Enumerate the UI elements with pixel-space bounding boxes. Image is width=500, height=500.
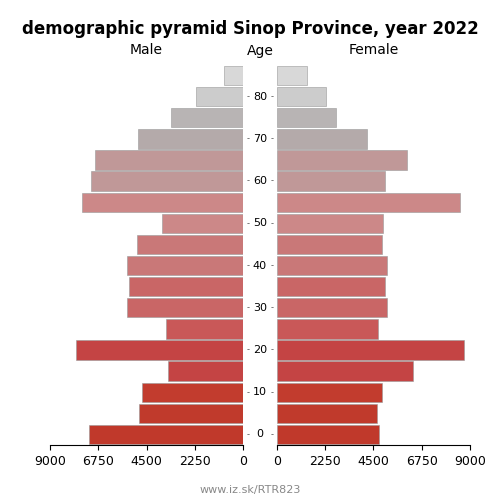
Bar (277, 382, 382, 402)
Text: 40: 40 (253, 260, 267, 270)
Bar (277, 192, 460, 212)
Bar (162, 214, 243, 233)
Bar (138, 129, 243, 148)
Bar (95, 150, 243, 170)
Text: -: - (270, 261, 274, 270)
Bar (142, 382, 243, 402)
Bar (128, 256, 243, 276)
Text: -: - (270, 304, 274, 312)
Bar (277, 277, 385, 296)
Text: 30: 30 (253, 303, 267, 313)
Bar (277, 172, 385, 191)
Text: 80: 80 (253, 92, 267, 102)
Text: 0: 0 (256, 430, 264, 440)
Text: -: - (246, 134, 250, 143)
Bar (172, 108, 243, 128)
Bar (137, 234, 243, 254)
Text: -: - (246, 261, 250, 270)
Text: -: - (270, 176, 274, 186)
Bar (277, 319, 378, 338)
Text: 70: 70 (253, 134, 267, 144)
Text: -: - (270, 430, 274, 439)
Text: www.iz.sk/RTR823: www.iz.sk/RTR823 (200, 485, 300, 495)
Bar (166, 319, 243, 338)
Bar (139, 404, 243, 423)
Bar (88, 424, 243, 444)
Bar (277, 87, 326, 106)
Text: -: - (270, 388, 274, 396)
Text: 50: 50 (253, 218, 267, 228)
Bar (224, 66, 243, 86)
Text: Male: Male (130, 44, 163, 58)
Bar (130, 277, 243, 296)
Text: Age: Age (246, 44, 274, 58)
Text: Female: Female (348, 44, 399, 58)
Bar (277, 214, 383, 233)
Text: -: - (246, 92, 250, 101)
Text: -: - (246, 176, 250, 186)
Text: 20: 20 (253, 345, 267, 355)
Text: -: - (246, 430, 250, 439)
Text: -: - (270, 134, 274, 143)
Text: -: - (246, 346, 250, 354)
Text: -: - (270, 92, 274, 101)
Bar (277, 404, 376, 423)
Bar (277, 340, 464, 359)
Text: -: - (270, 219, 274, 228)
Text: -: - (270, 346, 274, 354)
Bar (277, 424, 379, 444)
Bar (277, 234, 382, 254)
Bar (277, 362, 413, 381)
Bar (76, 340, 243, 359)
Text: -: - (246, 219, 250, 228)
Bar (91, 172, 243, 191)
Text: -: - (246, 304, 250, 312)
Bar (277, 66, 307, 86)
Bar (128, 298, 243, 318)
Text: 10: 10 (253, 387, 267, 397)
Bar (277, 256, 388, 276)
Bar (277, 298, 388, 318)
Text: -: - (246, 388, 250, 396)
Bar (168, 362, 243, 381)
Bar (277, 108, 336, 128)
Bar (82, 192, 243, 212)
Bar (277, 150, 406, 170)
Bar (196, 87, 243, 106)
Text: demographic pyramid Sinop Province, year 2022: demographic pyramid Sinop Province, year… (22, 20, 478, 38)
Text: 60: 60 (253, 176, 267, 186)
Bar (277, 129, 367, 148)
